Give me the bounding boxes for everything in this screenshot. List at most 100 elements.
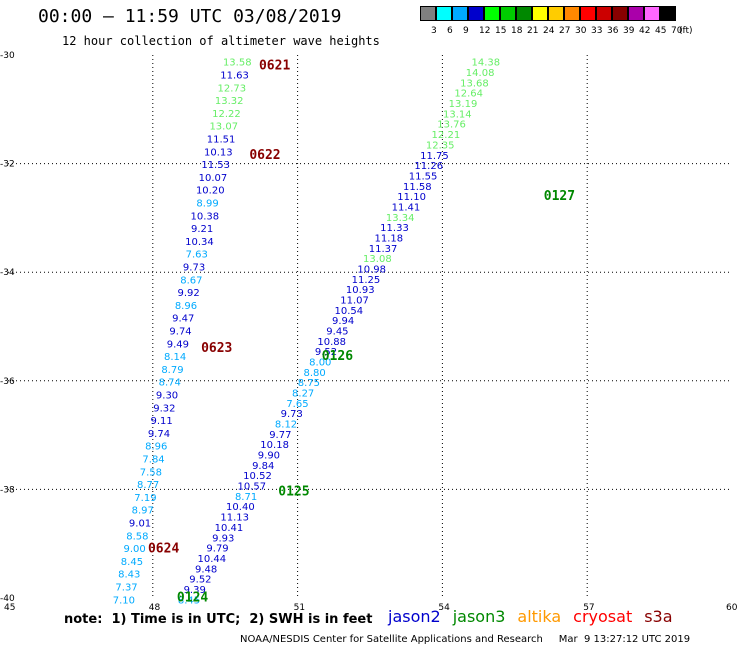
wave-height-value: 10.34 bbox=[185, 237, 214, 248]
wave-height-value: 9.00 bbox=[124, 544, 146, 555]
scale-swatch bbox=[420, 6, 436, 21]
scale-label: 33 bbox=[591, 26, 603, 36]
wave-height-value: 8.14 bbox=[164, 352, 186, 363]
wave-height-value: 7.19 bbox=[134, 493, 156, 504]
wave-height-value: 13.76 bbox=[437, 120, 466, 131]
wave-height-value: 10.44 bbox=[198, 554, 227, 565]
wave-height-value: 8.96 bbox=[145, 442, 167, 453]
scale-swatch bbox=[580, 6, 596, 21]
scale-unit: (ft) bbox=[679, 26, 693, 36]
wave-height-value: 9.32 bbox=[153, 403, 175, 414]
wave-height-value: 10.40 bbox=[226, 502, 255, 513]
lon-tick-label: 54 bbox=[438, 603, 450, 613]
wave-height-value: 8.67 bbox=[180, 275, 202, 286]
wave-height-value: 11.10 bbox=[397, 192, 426, 203]
scale-label: 36 bbox=[607, 26, 619, 36]
wave-height-value: 12.22 bbox=[212, 109, 241, 120]
wave-height-value: 13.19 bbox=[449, 99, 478, 110]
wave-height-value: 10.38 bbox=[191, 211, 220, 222]
wave-height-value: 8.45 bbox=[121, 557, 143, 568]
lat-tick-label: -36 bbox=[0, 377, 15, 387]
wave-height-value: 7.84 bbox=[142, 454, 164, 465]
wave-height-value: 11.58 bbox=[403, 182, 432, 193]
wave-height-value: 11.26 bbox=[414, 161, 443, 172]
wave-height-value: 11.53 bbox=[201, 160, 230, 171]
scale-label: 3 bbox=[431, 26, 437, 36]
wave-height-value: 8.43 bbox=[118, 570, 140, 581]
wave-height-value: 12.64 bbox=[454, 89, 483, 100]
wave-height-value: 11.51 bbox=[207, 135, 236, 146]
wave-height-value: 8.58 bbox=[126, 531, 148, 542]
wave-height-value: 7.37 bbox=[115, 582, 137, 593]
legend-entry: jason3 bbox=[452, 607, 506, 626]
page-subtitle: 12 hour collection of altimeter wave hei… bbox=[62, 34, 380, 48]
scale-swatch bbox=[436, 6, 452, 21]
wave-height-value: 10.41 bbox=[215, 523, 244, 534]
wave-height-value: 10.57 bbox=[237, 482, 266, 493]
scale-swatch bbox=[596, 6, 612, 21]
wave-height-value: 11.13 bbox=[220, 513, 249, 524]
wave-height-value: 9.90 bbox=[258, 451, 280, 462]
wave-height-value: 9.30 bbox=[156, 390, 178, 401]
wave-height-value: 9.48 bbox=[195, 564, 217, 575]
lat-tick-label: -32 bbox=[0, 160, 15, 170]
wave-height-value: 12.21 bbox=[432, 130, 461, 141]
scale-swatch bbox=[452, 6, 468, 21]
wave-height-value: 12.35 bbox=[426, 140, 455, 151]
wave-height-value: 9.77 bbox=[269, 430, 291, 441]
scale-swatch bbox=[628, 6, 644, 21]
wave-height-value: 9.73 bbox=[183, 263, 205, 274]
scale-swatch bbox=[532, 6, 548, 21]
wave-height-value: 9.94 bbox=[332, 316, 354, 327]
scale-label: 30 bbox=[575, 26, 587, 36]
wave-height-value: 8.74 bbox=[159, 378, 181, 389]
wave-height-value: 9.79 bbox=[206, 544, 228, 555]
wave-height-value: 10.98 bbox=[357, 264, 386, 275]
pass-label: 0126 bbox=[322, 349, 353, 364]
wave-height-value: 7.65 bbox=[286, 399, 308, 410]
wave-height-value: 13.14 bbox=[443, 109, 472, 120]
pass-label: 0624 bbox=[148, 542, 179, 557]
scale-label: 42 bbox=[639, 26, 651, 36]
legend-entry: s3a bbox=[644, 607, 673, 626]
wave-height-value: 10.20 bbox=[196, 186, 225, 197]
wave-height-value: 9.93 bbox=[212, 533, 234, 544]
wave-height-value: 8.99 bbox=[196, 199, 218, 210]
wave-height-value: 14.38 bbox=[472, 58, 501, 69]
scale-swatch bbox=[660, 6, 676, 21]
footer-credit: NOAA/NESDIS Center for Satellite Applica… bbox=[240, 634, 691, 645]
scale-swatch bbox=[484, 6, 500, 21]
scale-label: 15 bbox=[495, 26, 507, 36]
wave-height-value: 11.33 bbox=[380, 223, 409, 234]
wave-height-value: 8.79 bbox=[161, 365, 183, 376]
lat-tick-label: -34 bbox=[0, 268, 15, 278]
pass-label: 0125 bbox=[278, 485, 309, 500]
pass-label: 0621 bbox=[259, 58, 290, 73]
wave-height-value: 10.13 bbox=[204, 147, 233, 158]
wave-height-value: 11.41 bbox=[392, 202, 421, 213]
wave-height-value: 11.75 bbox=[420, 151, 449, 162]
pass-label: 0623 bbox=[201, 341, 232, 356]
wave-height-value: 8.97 bbox=[132, 506, 154, 517]
wave-height-value: 8.71 bbox=[235, 492, 257, 503]
wave-height-value: 8.12 bbox=[275, 420, 297, 431]
scale-label: 6 bbox=[447, 26, 453, 36]
wave-height-value: 10.07 bbox=[199, 173, 228, 184]
wave-height-value: 8.00 bbox=[309, 358, 331, 369]
scale-swatch bbox=[644, 6, 660, 21]
scale-label: 9 bbox=[463, 26, 469, 36]
wave-height-value: 9.45 bbox=[326, 327, 348, 338]
satellite-legend: jason2 jason3 altika cryosat s3a bbox=[388, 607, 685, 626]
wave-height-value: 8.80 bbox=[303, 368, 325, 379]
scale-swatch bbox=[516, 6, 532, 21]
wave-height-value: 13.68 bbox=[460, 78, 489, 89]
wave-height-value: 12.73 bbox=[218, 83, 247, 94]
wave-height-value: 9.21 bbox=[191, 224, 213, 235]
lon-tick-label: 48 bbox=[149, 603, 161, 613]
wave-height-value: 14.08 bbox=[466, 68, 495, 79]
wave-height-value: 8.45 bbox=[178, 595, 200, 606]
wave-height-value: 9.52 bbox=[315, 347, 337, 358]
wave-height-value: 11.25 bbox=[352, 275, 381, 286]
scale-swatch bbox=[564, 6, 580, 21]
